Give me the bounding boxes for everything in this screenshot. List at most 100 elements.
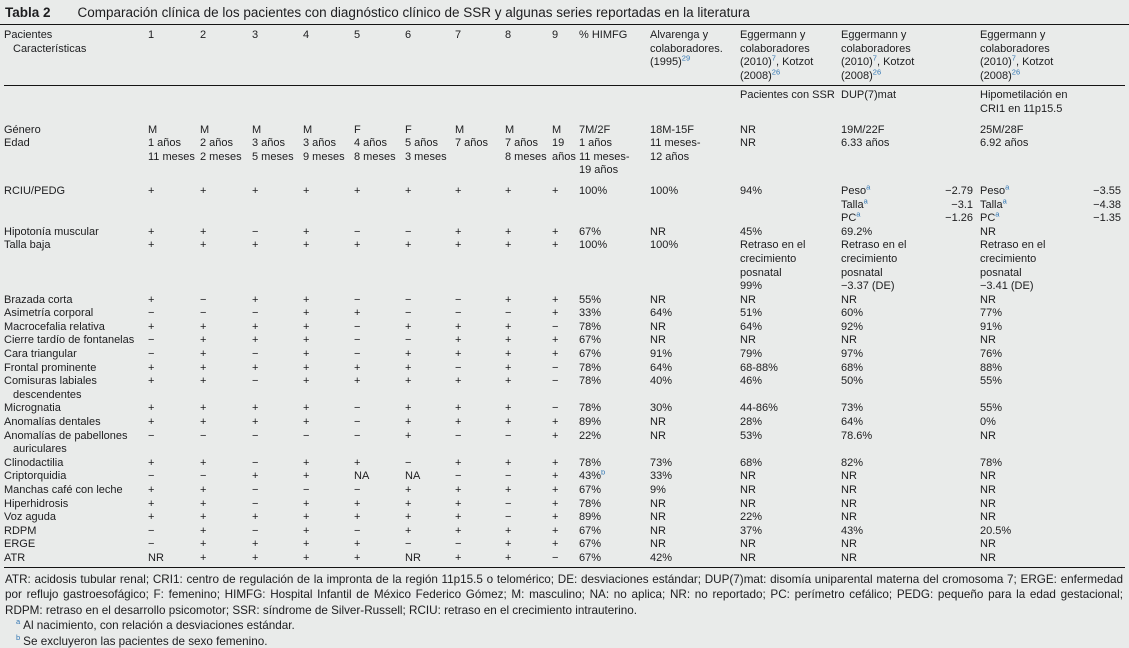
cell: 44-86% xyxy=(740,402,778,415)
cell: 64% xyxy=(841,416,864,429)
cell: + xyxy=(148,361,155,374)
cell: + xyxy=(552,511,559,524)
cell: − xyxy=(505,497,512,510)
cell: − xyxy=(354,524,361,537)
cell: + xyxy=(303,497,310,510)
cell: 55% xyxy=(980,402,1003,415)
cell: + xyxy=(200,334,207,347)
cell: + xyxy=(303,551,354,568)
cell: 78% xyxy=(579,375,602,388)
cell: NR xyxy=(650,538,666,551)
table-row: ERGE − + + + + − − + +67% NR NR NR NR xyxy=(4,538,1125,552)
cell: − xyxy=(148,470,155,483)
cell: + xyxy=(505,402,512,415)
footnote-a-text: Al nacimiento, con relación a desviacion… xyxy=(23,619,295,633)
row-label: Macrocefalia relativa xyxy=(4,320,105,333)
cell: − xyxy=(200,293,207,306)
table-caption: Tabla 2 Comparación clínica de los pacien… xyxy=(0,0,1129,25)
cell: 97% xyxy=(841,348,864,361)
subheader-hipometilacion: Hipometilación en CRI1 en 11p15.5 xyxy=(980,89,1068,115)
cell: Retraso en el crecimiento posnatal −3.37 (D… xyxy=(841,239,907,293)
cell: − xyxy=(252,497,259,510)
header-patients-caracteristicas: Pacientes Características xyxy=(4,25,148,87)
cell: + xyxy=(200,361,207,374)
table-row: Frontal prominente + + + + + + − + − 78% 64% 68-88% 6… xyxy=(4,362,1125,376)
cell: 78% xyxy=(579,361,602,374)
footnote-b-marker: b xyxy=(16,633,21,643)
cell: 55% xyxy=(980,375,1003,388)
cell: NR xyxy=(650,524,666,537)
cell: 42% xyxy=(650,551,740,568)
cell: + xyxy=(148,416,155,429)
cell: NR xyxy=(841,538,857,551)
cell: 22% xyxy=(579,429,602,442)
superscript-ref: b xyxy=(601,470,606,477)
cell: M xyxy=(252,123,262,136)
cell: 1 años 11 meses- 19 años xyxy=(579,137,630,177)
cell: + xyxy=(354,375,361,388)
cell: 37% xyxy=(740,524,763,537)
cell: + xyxy=(200,524,207,537)
cell: − xyxy=(455,429,462,442)
cell: F xyxy=(354,123,361,136)
header-row: Pacientes Características 1 2 3 4 5 6 7 8… xyxy=(4,25,1125,87)
cell: 0% xyxy=(980,416,996,429)
superscript-ref: a xyxy=(866,184,871,192)
cell: NR xyxy=(650,511,666,524)
cell: 51% xyxy=(740,307,763,320)
footnote-a-marker: a xyxy=(16,617,21,627)
cell: 78% xyxy=(579,402,602,415)
cell: NR xyxy=(841,484,857,496)
row-label: Manchas café con leche xyxy=(4,484,123,496)
cell: + xyxy=(148,239,155,252)
cell: NR xyxy=(650,416,666,429)
cell: NR xyxy=(841,511,857,524)
cell: + xyxy=(455,239,462,252)
cell: − xyxy=(252,429,259,442)
cell: 68-88% xyxy=(740,361,778,374)
cell: − xyxy=(455,361,462,374)
cell: 3 años 9 meses xyxy=(303,137,345,163)
cell: 67% xyxy=(579,348,602,361)
header-study-eggermann-dup7: Eggermann y colaboradores (2010)7, Kotzot(… xyxy=(841,25,980,87)
cell: 91% xyxy=(980,320,1003,333)
cell: 67% xyxy=(579,225,602,238)
cell: − xyxy=(354,320,361,333)
table-row: Clinodactilia + + − + + − + + +78% 73% 68% 82% 78% xyxy=(4,457,1125,471)
cell: + xyxy=(252,551,303,568)
cell: + xyxy=(405,524,412,537)
cell: + xyxy=(200,402,207,415)
table-number: Tabla 2 xyxy=(5,5,51,20)
cell: + xyxy=(148,293,155,306)
superscript-ref: 26 xyxy=(771,67,781,77)
cell: − xyxy=(552,551,579,568)
cell: + xyxy=(455,320,462,333)
cell: 88% xyxy=(980,361,1003,374)
cell: + xyxy=(505,348,512,361)
cell: 100% xyxy=(650,184,679,197)
cell: − xyxy=(455,293,462,306)
cell: + xyxy=(354,361,361,374)
table-row: Micrognatia + + + + − + + + − 78% 30% 44-86% 73% 55% xyxy=(4,402,1125,416)
cell: + xyxy=(405,429,412,442)
cell: + xyxy=(505,375,512,388)
cell: 67% xyxy=(579,538,602,551)
cell: 6.92 años xyxy=(980,137,1029,150)
cell: + xyxy=(303,511,310,524)
cell: + xyxy=(505,320,512,333)
cell: + xyxy=(455,511,462,524)
cell: NR xyxy=(740,334,756,347)
cell: + xyxy=(148,184,155,197)
cell: 19M/22F xyxy=(841,123,885,136)
cell: + xyxy=(148,456,155,469)
cell: 9% xyxy=(650,484,666,496)
subheader-row: Pacientes con SSR DUP(7)mat Hipometilaci… xyxy=(4,86,1125,122)
cell: NR xyxy=(740,123,756,136)
cell: + xyxy=(505,484,512,496)
cell: + xyxy=(354,307,361,320)
cell: + xyxy=(303,456,310,469)
cell: 7 años xyxy=(455,137,489,150)
table-row: Macrocefalia relativa + + + + − + + + − 78% NR 64% 92… xyxy=(4,321,1125,335)
cell: + xyxy=(505,538,512,551)
